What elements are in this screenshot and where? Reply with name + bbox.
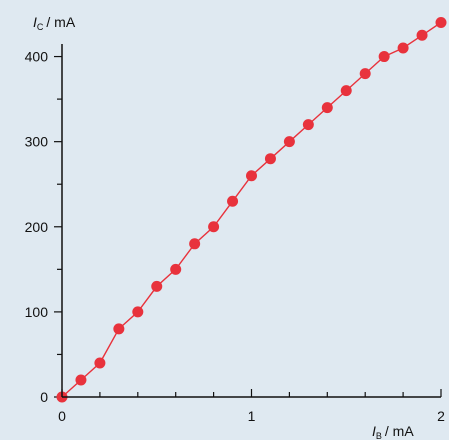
axis-ticks xyxy=(54,55,442,398)
y-tick-label: 100 xyxy=(25,304,49,320)
x-tick-label: 1 xyxy=(248,408,256,424)
data-point xyxy=(113,323,125,335)
y-tick-label: 0 xyxy=(40,389,48,405)
data-points xyxy=(56,17,447,403)
y-tick-label: 400 xyxy=(25,49,49,65)
data-point xyxy=(340,85,352,97)
data-point xyxy=(151,280,163,292)
data-point xyxy=(283,136,295,148)
data-point xyxy=(227,195,239,207)
y-axis-symbol: I xyxy=(33,14,37,30)
data-point xyxy=(170,263,182,275)
x-tick-label: 0 xyxy=(58,408,66,424)
x-tick-label: 2 xyxy=(437,408,445,424)
data-point xyxy=(208,221,220,233)
x-axis-unit: / mA xyxy=(385,423,414,439)
data-point xyxy=(416,29,428,41)
y-tick-label: 300 xyxy=(25,134,49,150)
x-axis-label: IB / mA xyxy=(372,423,414,440)
y-axis-label: IC / mA xyxy=(33,14,76,32)
data-point xyxy=(321,102,333,114)
data-point xyxy=(359,68,371,80)
data-point xyxy=(189,238,201,250)
data-point xyxy=(132,306,144,318)
y-tick-label: 200 xyxy=(25,219,49,235)
data-point xyxy=(264,153,276,165)
data-point xyxy=(302,119,314,131)
axes xyxy=(61,44,441,398)
data-point xyxy=(94,357,106,369)
y-axis-unit: / mA xyxy=(46,14,75,30)
x-axis-subscript: B xyxy=(376,431,382,440)
y-axis-subscript: C xyxy=(37,22,44,32)
data-point xyxy=(246,170,257,182)
data-point xyxy=(435,17,447,29)
data-point xyxy=(75,374,87,386)
x-axis-symbol: I xyxy=(372,423,376,439)
tick-labels: 0 1 2 0 100 200 300 400 xyxy=(25,49,445,424)
data-point xyxy=(397,42,409,54)
data-point xyxy=(378,51,390,63)
